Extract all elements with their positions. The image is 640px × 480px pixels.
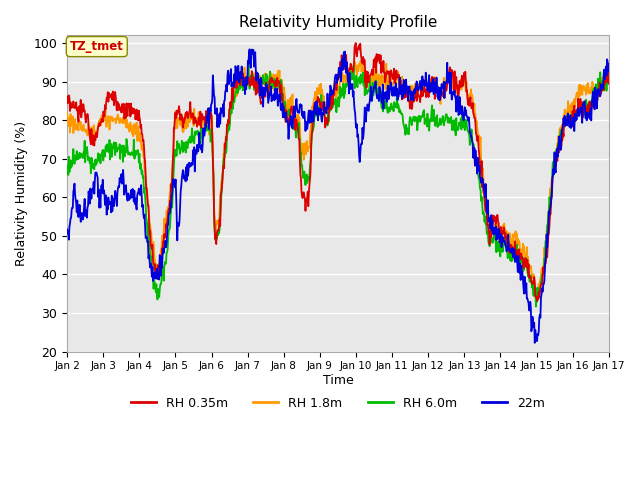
Legend: RH 0.35m, RH 1.8m, RH 6.0m, 22m: RH 0.35m, RH 1.8m, RH 6.0m, 22m: [126, 392, 550, 415]
X-axis label: Time: Time: [323, 374, 353, 387]
Title: Relativity Humidity Profile: Relativity Humidity Profile: [239, 15, 437, 30]
Text: TZ_tmet: TZ_tmet: [70, 40, 124, 53]
Y-axis label: Relativity Humidity (%): Relativity Humidity (%): [15, 121, 28, 266]
